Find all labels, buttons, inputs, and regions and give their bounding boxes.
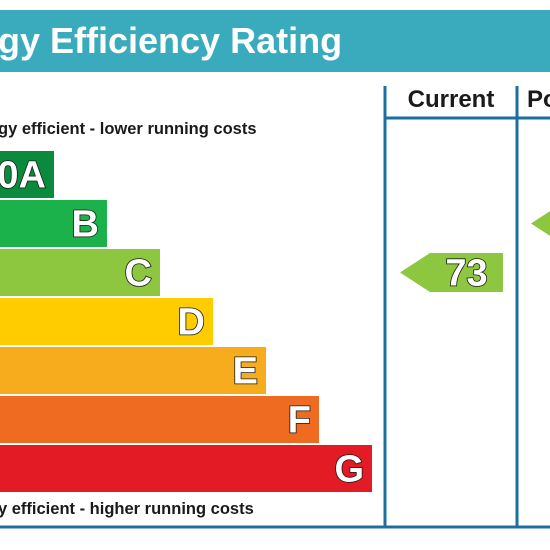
band-b: B	[0, 200, 107, 247]
band-d-letter: D	[178, 302, 205, 344]
potential-column-header: Po	[527, 86, 550, 113]
band-f-letter: F	[288, 400, 311, 442]
band-e: E	[0, 347, 266, 394]
band-b-bar	[0, 200, 107, 247]
current-rating-arrow-shape	[400, 253, 503, 292]
potential-rating-arrow-shape	[531, 211, 550, 236]
title-bar	[0, 10, 550, 72]
top-note: gy efficient - lower running costs	[0, 120, 257, 138]
current-rating-arrow: 73	[400, 252, 503, 295]
band-a: 0A	[0, 151, 54, 198]
band-d-bar	[0, 298, 213, 345]
band-a-letter: 0A	[0, 155, 46, 197]
current-column-header: Current	[408, 86, 495, 113]
chart-title: gy Efficiency Rating	[0, 20, 342, 61]
band-c: C	[0, 249, 160, 296]
band-a-bar	[0, 151, 54, 198]
band-b-letter: B	[72, 204, 99, 246]
current-rating-arrow-value: 73	[445, 253, 487, 295]
rating-arrows: 73	[400, 211, 550, 295]
band-e-bar	[0, 347, 266, 394]
band-c-bar	[0, 249, 160, 296]
band-f: F	[0, 396, 319, 443]
band-g-bar	[0, 445, 372, 492]
band-f-bar	[0, 396, 319, 443]
band-d: D	[0, 298, 213, 345]
band-e-letter: E	[233, 351, 258, 393]
band-c-letter: C	[125, 253, 152, 295]
bottom-note: y efficient - higher running costs	[0, 500, 254, 518]
band-g: G	[0, 445, 372, 492]
potential-rating-arrow	[531, 211, 550, 236]
band-g-letter: G	[334, 449, 364, 491]
table-frame	[0, 86, 550, 529]
